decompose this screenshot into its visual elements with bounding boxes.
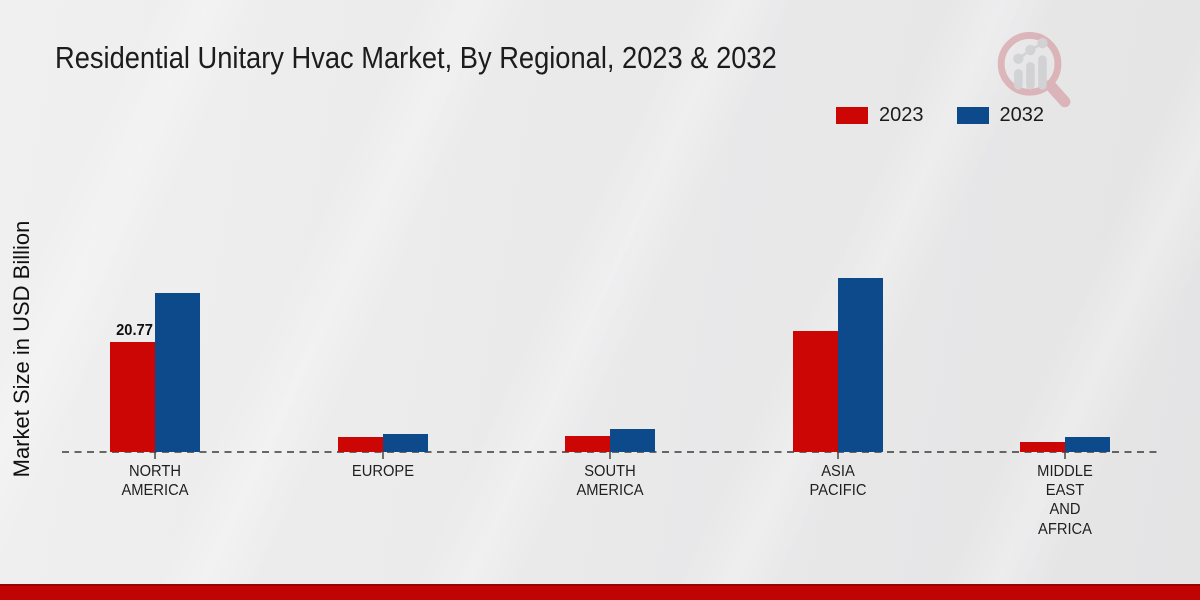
category-label-middle-east-and-africa: MIDDLE EAST AND AFRICA	[1037, 463, 1093, 538]
bar-2023-north-america	[110, 342, 155, 452]
bar-2032-middle-east-and-africa	[1065, 437, 1110, 452]
bar-2023-europe	[338, 437, 383, 452]
bar-2032-south-america	[610, 429, 655, 452]
category-label-asia-pacific: ASIA PACIFIC	[809, 463, 867, 500]
bar-2023-asia-pacific	[793, 331, 838, 452]
legend: 2023 2032	[836, 103, 1044, 127]
footer-red-band	[0, 584, 1200, 600]
legend-label-2032: 2032	[999, 103, 1045, 126]
category-label-north-america: NORTH AMERICA	[121, 463, 189, 500]
category-label-south-america: SOUTH AMERICA	[576, 463, 644, 500]
bar-2032-north-america	[155, 293, 200, 452]
bar-2023-south-america	[565, 436, 610, 452]
bar-2032-asia-pacific	[838, 278, 883, 452]
bar-2023-middle-east-and-africa	[1020, 442, 1065, 452]
legend-label-2023: 2023	[879, 103, 924, 126]
bar-value-2023-north-america: 20.77	[116, 322, 153, 339]
bar-2032-europe	[383, 434, 428, 452]
category-label-europe: EUROPE	[351, 463, 415, 480]
brand-logo-watermark	[990, 26, 1076, 112]
magnifier-bar-chart-icon	[997, 32, 1071, 108]
chart-title: Residential Unitary Hvac Market, By Regi…	[55, 40, 777, 75]
y-axis-label: Market Size in USD Billion	[9, 220, 34, 478]
legend-swatch-2023	[836, 106, 868, 124]
legend-swatch-2032	[956, 106, 989, 124]
